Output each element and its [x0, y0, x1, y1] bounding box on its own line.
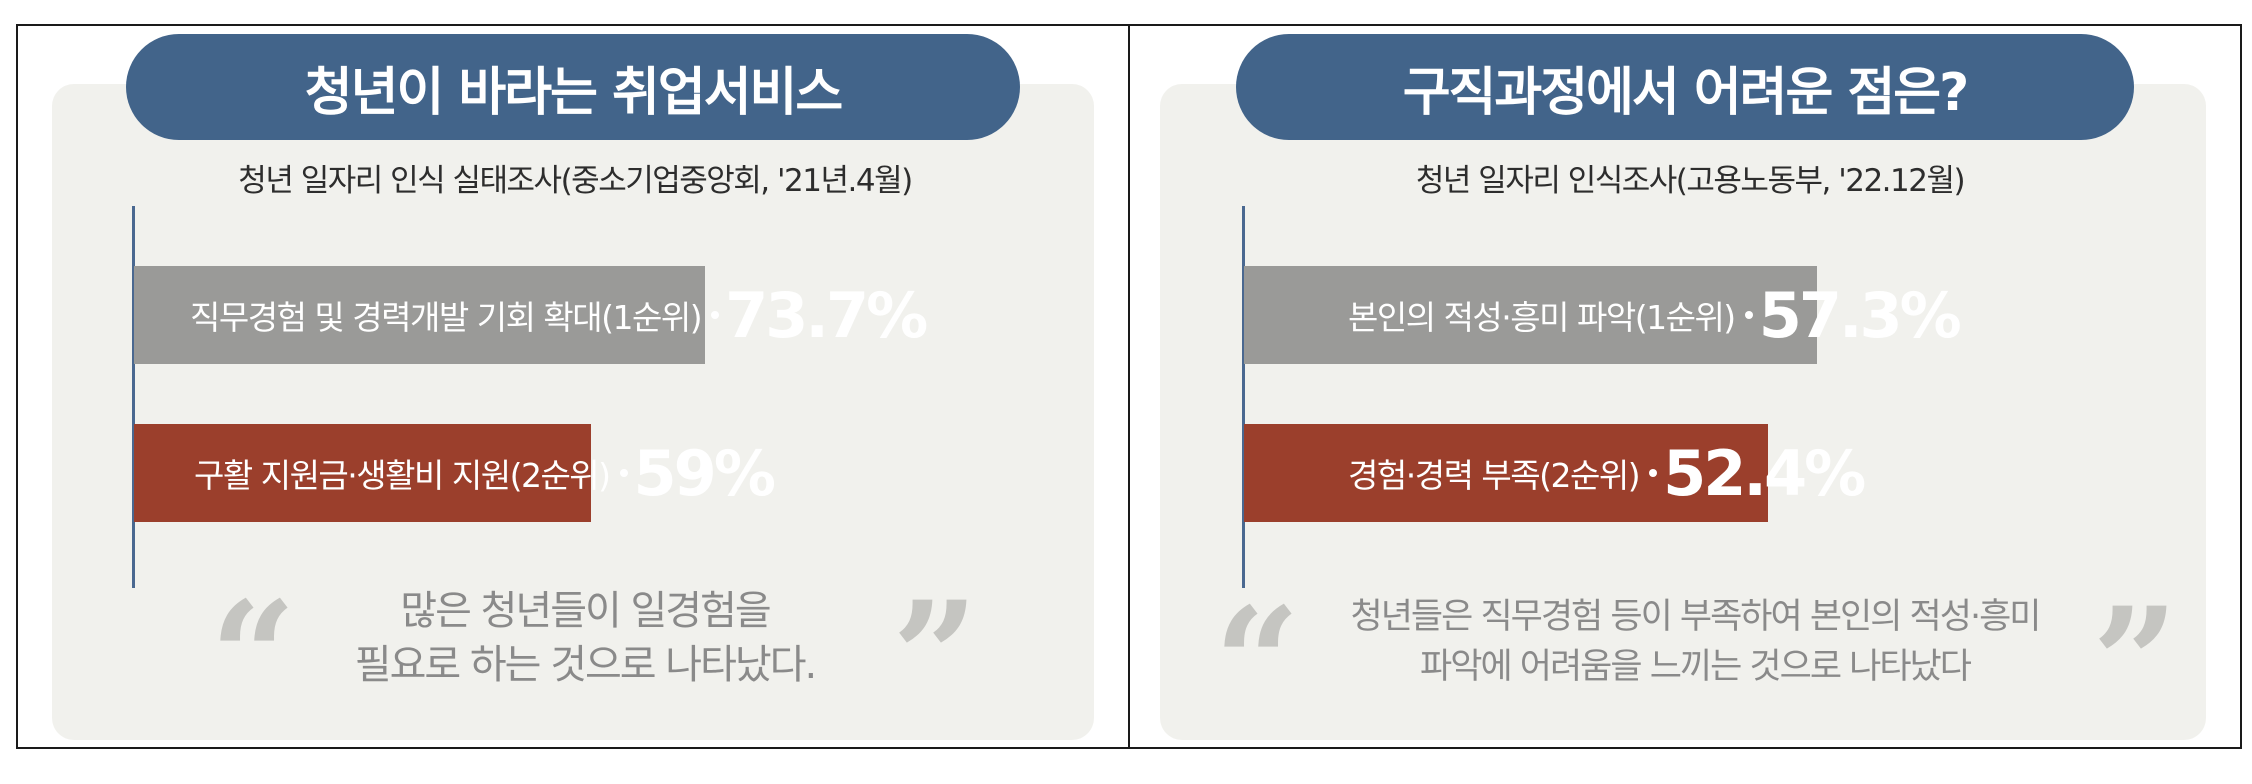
bar-label: 경험·경력 부족(2순위)	[1348, 456, 1641, 495]
chart-subtitle: 청년 일자리 인식 실태조사(중소기업중앙회, '21년.4월)	[238, 163, 913, 199]
quote-line: 필요로 하는 것으로 나타났다.	[354, 642, 817, 688]
quote-line: 청년들은 직무경험 등이 부족하여 본인의 적성·흥미	[1350, 597, 2042, 637]
bar-rank2: 구활 지원금·생활비 지원(2순위) 59%	[134, 424, 776, 522]
chart-title: 청년이 바라는 취업서비스	[126, 34, 1020, 140]
quote-text: 많은 청년들이 일경험을 필요로 하는 것으로 나타났다.	[300, 584, 870, 692]
bar-value-label: 73.7%	[725, 278, 928, 352]
quote-line: 많은 청년들이 일경험을	[400, 588, 771, 634]
panel-background	[52, 84, 1094, 740]
quote-line: 파악에 어려움을 느끼는 것으로 나타났다	[1420, 647, 1972, 687]
close-quote-icon: ”	[2092, 575, 2179, 751]
bar-value-label: 52.4%	[1663, 436, 1866, 510]
chart-title: 구직과정에서 어려운 점은?	[1236, 34, 2134, 140]
bar-label: 구활 지원금·생활비 지원(2순위)	[194, 456, 611, 495]
open-quote-icon: “	[210, 569, 297, 745]
quote-text: 청년들은 직무경험 등이 부족하여 본인의 적성·흥미 파악에 어려움을 느끼는…	[1300, 592, 2090, 692]
bar-value-label: 59%	[633, 436, 776, 510]
y-axis-line	[132, 206, 135, 588]
bar-rank2: 경험·경력 부족(2순위) 52.4%	[1244, 424, 1866, 522]
bar-label: 본인의 적성·흥미 파악(1순위)	[1348, 298, 1736, 337]
open-quote-icon: “	[1214, 575, 1301, 751]
chart-subtitle: 청년 일자리 인식조사(고용노동부, '22.12월)	[1415, 163, 1966, 199]
close-quote-icon: ”	[892, 569, 979, 745]
y-axis-line	[1242, 206, 1245, 588]
panel-background	[1160, 84, 2206, 740]
bar-value-label: 57.3%	[1758, 278, 1962, 352]
panel-divider	[1128, 24, 1130, 749]
bar-rank1: 직무경험 및 경력개발 기회 확대(1순위) 73.7%	[134, 266, 928, 364]
bar-rank1: 본인의 적성·흥미 파악(1순위) 57.3%	[1244, 266, 1962, 364]
bar-label: 직무경험 및 경력개발 기회 확대(1순위)	[190, 298, 703, 337]
